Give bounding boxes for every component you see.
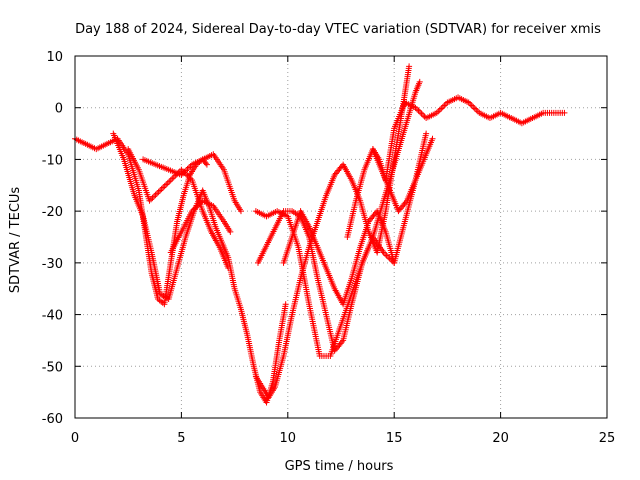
data-point [402, 199, 409, 206]
data-point [423, 130, 430, 137]
data-point [227, 228, 234, 235]
y-tick-label: -20 [42, 205, 63, 220]
x-tick-label: 15 [386, 431, 403, 446]
x-tick-label: 0 [71, 431, 79, 446]
series-trace-4 [140, 151, 244, 215]
data-point [202, 160, 209, 167]
chart-title: Day 188 of 2024, Sidereal Day-to-day VTE… [75, 22, 601, 37]
x-tick-label: 25 [599, 431, 616, 446]
series-trace-8 [255, 130, 430, 354]
y-tick-label: -10 [42, 153, 63, 168]
y-tick-label: -40 [42, 309, 63, 324]
x-tick-label: 10 [280, 431, 297, 446]
y-axis-label: SDTVAR / TECUs [8, 187, 23, 294]
axis-ticks: 0 5 10 15 20 25 -60 -50 -40 -30 -20 -10 0 10 [42, 50, 616, 446]
y-tick-label: -50 [42, 360, 63, 375]
data-point [416, 78, 423, 85]
y-tick-label: -30 [42, 257, 63, 272]
data-points [72, 63, 568, 406]
data-point [282, 301, 289, 308]
data-point [237, 208, 244, 215]
plot-frame [74, 55, 608, 419]
series-trace-11 [369, 135, 436, 215]
y-tick-label: 10 [46, 50, 63, 65]
data-point [225, 265, 232, 272]
x-tick-label: 20 [492, 431, 509, 446]
data-point [203, 161, 210, 168]
x-axis-label: GPS time / hours [285, 459, 394, 474]
data-point [338, 338, 345, 345]
series-trace-9 [280, 208, 398, 308]
data-point [406, 63, 413, 70]
series-trace-3 [125, 146, 232, 272]
data-point [429, 135, 436, 142]
y-tick-label: -60 [42, 412, 63, 427]
y-tick-label: 0 [55, 102, 63, 117]
grid-lines [75, 56, 607, 418]
data-point [561, 109, 568, 116]
data-point [391, 259, 398, 266]
series-trace-5 [167, 197, 234, 256]
x-tick-label: 5 [177, 431, 185, 446]
